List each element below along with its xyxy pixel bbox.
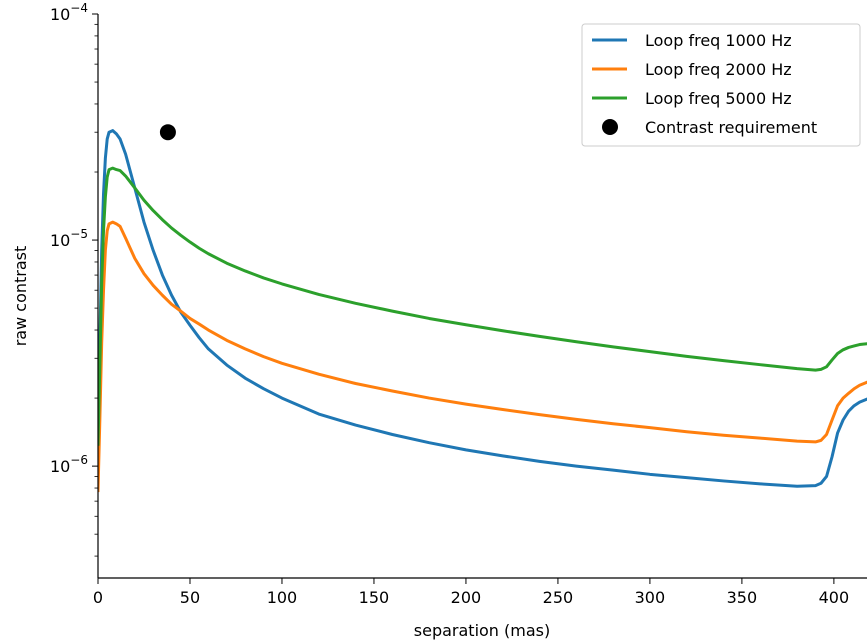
x-tick-label: 50: [180, 588, 200, 607]
legend-label: Loop freq 2000 Hz: [645, 60, 792, 79]
legend-label: Loop freq 1000 Hz: [645, 31, 792, 50]
y-tick-label: 10−6: [50, 453, 88, 476]
y-tick-label: 10−4: [50, 1, 88, 24]
x-tick-label: 300: [635, 588, 666, 607]
series-line-1: [98, 129, 867, 488]
x-tick-label: 400: [819, 588, 850, 607]
y-axis-title: raw contrast: [11, 246, 30, 347]
x-tick-label: 0: [93, 588, 103, 607]
series-line-2: [98, 220, 867, 493]
x-tick-label: 150: [359, 588, 390, 607]
series-line-3: [98, 166, 867, 446]
x-tick-label: 250: [543, 588, 574, 607]
legend: Loop freq 1000 Hz Loop freq 2000 Hz Loop f…: [581, 23, 861, 147]
legend-label: Contrast requirement: [645, 118, 817, 137]
points-layer: [159, 124, 176, 141]
legend-marker: [602, 119, 618, 135]
requirement-point: [159, 124, 176, 141]
series-layer: [98, 129, 867, 493]
x-axis-title: separation (mas): [414, 621, 550, 640]
axes: 0 50 100 150 200 250 300 350 400 10−6 10−5 10−4 sepa…: [11, 1, 867, 640]
x-tick-label: 100: [267, 588, 298, 607]
legend-label: Loop freq 5000 Hz: [645, 89, 792, 108]
x-tick-label: 350: [727, 588, 758, 607]
x-tick-label: 200: [451, 588, 482, 607]
y-tick-label: 10−5: [50, 227, 88, 250]
legend-box: [581, 23, 861, 147]
